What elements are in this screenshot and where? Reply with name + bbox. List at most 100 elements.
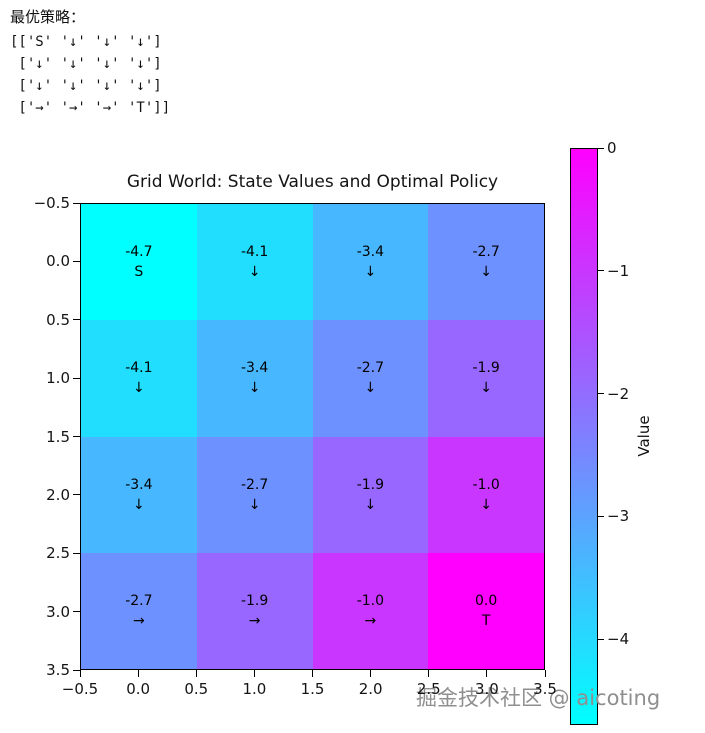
cell-policy-label: ↓ [133, 380, 145, 397]
x-tick-mark [428, 670, 430, 677]
cell-policy-label: ↓ [364, 496, 377, 513]
cell-value: -1.0 [472, 476, 500, 493]
heatmap-cell: -2.7 ↓ [312, 320, 429, 437]
cell-value: -1.0 [356, 592, 385, 609]
colorbar [570, 148, 598, 725]
x-tick-label: 2.0 [358, 680, 383, 698]
x-tick-mark [370, 670, 372, 677]
y-tick-mark [73, 552, 80, 554]
heatmap-cell: -4.1 ↓ [196, 204, 313, 321]
cell-policy-label: → [364, 612, 377, 629]
policy-array: [['S' '↓' '↓' '↓'] ['↓' '↓' '↓' '↓'] ['↓… [10, 34, 171, 116]
x-tick-label: 3.0 [474, 680, 499, 698]
y-tick-label: −0.5 [33, 194, 70, 212]
heatmap-cell: -1.0 → [312, 552, 429, 669]
x-tick-label: 0.5 [184, 680, 209, 698]
heatmap-cell: -3.4 ↓ [81, 436, 197, 553]
cell-value: -1.9 [240, 592, 269, 609]
y-tick-label: 2.0 [46, 485, 70, 504]
x-tick-mark [312, 670, 313, 677]
x-tick-label: −0.5 [61, 680, 99, 698]
cell-policy-label: ↓ [480, 496, 492, 513]
cell-policy-label: → [248, 612, 261, 629]
y-tick-label: 0.0 [46, 252, 70, 271]
heatmap-cell: -1.9 ↓ [428, 320, 544, 437]
x-tick-mark [195, 670, 197, 677]
cell-policy-label: → [133, 612, 145, 629]
cell-policy-label: T [481, 612, 491, 629]
y-tick-mark [73, 494, 80, 496]
policy-printout: 最优策略： [['S' '↓' '↓' '↓'] ['↓' '↓' '↓' '↓… [10, 6, 170, 119]
heatmap-cell: -2.7 → [81, 552, 197, 669]
y-tick-mark [73, 319, 80, 321]
colorbar-tick-label: 0 [607, 139, 617, 157]
x-tick-label: 0.0 [126, 680, 151, 698]
policy-label: 最优策略： [10, 8, 86, 26]
x-tick-label: 1.0 [242, 680, 267, 698]
cell-value: -4.7 [125, 244, 153, 261]
cell-value: -4.1 [125, 360, 153, 377]
y-tick-mark [73, 260, 80, 262]
cell-value: -1.9 [356, 476, 385, 493]
x-tick-label: 3.5 [533, 680, 557, 698]
cell-policy-label: ↓ [364, 264, 377, 281]
x-tick-mark [544, 670, 546, 677]
heatmap-cell: 0.0 T [428, 552, 544, 669]
cell-policy-label: ↓ [248, 496, 261, 513]
colorbar-tick-label: −1 [607, 261, 630, 280]
cell-value: -2.7 [240, 476, 269, 493]
heatmap-cell: -3.4 ↓ [196, 320, 313, 437]
heatmap-cell: -2.7 ↓ [196, 436, 313, 553]
x-tick-label: 1.5 [300, 680, 325, 698]
colorbar-tick-mark [598, 638, 604, 640]
colorbar-tick-mark [598, 393, 604, 395]
x-tick-mark [79, 670, 81, 677]
heatmap-cell: -2.7 ↓ [428, 204, 544, 321]
cell-policy-label: ↓ [248, 264, 261, 281]
cell-value: -4.1 [240, 244, 269, 261]
y-tick-mark [73, 436, 80, 437]
colorbar-tick-mark [598, 515, 604, 517]
heatmap-cell: -3.4 ↓ [312, 204, 429, 321]
cell-policy-label: ↓ [248, 380, 261, 397]
colorbar-tick-label: −3 [607, 507, 630, 526]
heatmap-cell: -4.1 ↓ [81, 320, 197, 437]
watermark: 掘金技术社区 @ aicoting [416, 686, 661, 710]
y-tick-mark [73, 377, 80, 379]
cell-value: -3.4 [125, 476, 153, 493]
heatmap-cell: -1.9 → [196, 552, 313, 669]
cell-policy-label: ↓ [364, 380, 377, 397]
x-tick-mark [137, 670, 139, 677]
y-tick-mark [73, 202, 80, 204]
colorbar-label: Value [635, 415, 653, 457]
x-tick-label: 2.5 [416, 680, 441, 698]
cell-value: 0.0 [474, 592, 498, 609]
cell-value: -2.7 [472, 244, 500, 261]
x-tick-mark [253, 670, 255, 677]
cell-value: -3.4 [240, 360, 269, 377]
cell-value: -2.7 [356, 360, 385, 377]
cell-policy-label: S [134, 264, 144, 281]
y-tick-label: 1.5 [46, 427, 70, 446]
colorbar-tick-label: −2 [607, 384, 630, 403]
y-tick-mark [73, 611, 80, 613]
cell-value: -1.9 [472, 360, 500, 377]
chart-title: Grid World: State Values and Optimal Pol… [126, 172, 499, 192]
y-tick-label: 3.5 [46, 661, 70, 679]
cell-policy-label: ↓ [133, 496, 145, 513]
y-tick-label: 2.5 [46, 544, 70, 563]
colorbar-tick-mark [598, 270, 604, 272]
heatmap-cell: -1.0 ↓ [428, 436, 544, 553]
cell-policy-label: ↓ [480, 380, 492, 397]
cell-value: -3.4 [356, 244, 385, 261]
heatmap-cell: -4.7 S [81, 204, 197, 321]
colorbar-tick-mark [598, 147, 604, 149]
y-tick-label: 1.0 [46, 369, 70, 388]
cell-policy-label: ↓ [480, 264, 492, 281]
x-tick-mark [486, 670, 488, 677]
y-tick-label: 0.5 [46, 310, 70, 329]
y-tick-mark [73, 669, 80, 671]
colorbar-tick-label: −4 [607, 630, 630, 649]
heatmap-cell: -1.9 ↓ [312, 436, 429, 553]
